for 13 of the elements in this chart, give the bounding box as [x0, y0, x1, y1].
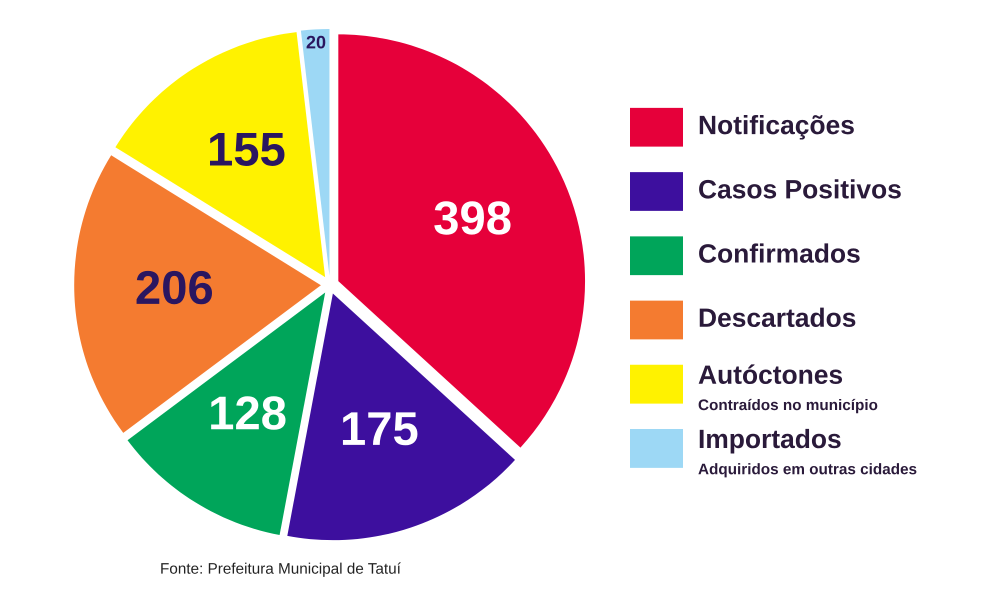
legend-label: Autóctones Contraídos no município: [698, 364, 878, 414]
data-label: 128: [211, 396, 286, 430]
legend-label: Notificações: [700, 114, 854, 140]
data-label: 155: [210, 133, 284, 166]
source-note: Fonte: Prefeitura Municipal de Tatuí: [161, 562, 401, 577]
data-label: 398: [434, 201, 511, 235]
legend-label: Importados Adquiridos em outras cidades: [698, 428, 916, 478]
data-label: 20: [306, 36, 326, 49]
legend-label: Descartados: [700, 308, 856, 328]
data-label: 206: [136, 270, 212, 304]
legend-label: Confirmados: [699, 243, 860, 263]
data-label: 175: [342, 412, 418, 446]
legend-label: Casos Positivos: [699, 179, 901, 199]
